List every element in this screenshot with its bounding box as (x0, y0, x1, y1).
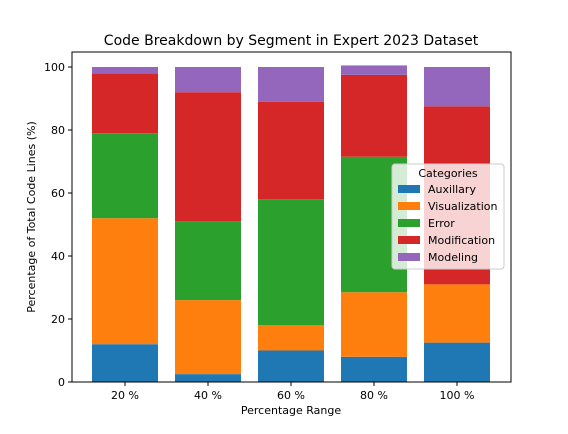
legend-label-modification: Modification (428, 234, 495, 247)
bar-visualization-5 (424, 284, 490, 343)
legend-label-auxillary: Auxillary (428, 183, 476, 196)
legend-label-modeling: Modeling (428, 251, 478, 264)
y-tick-label: 60 (51, 187, 65, 200)
y-tick-label: 100 (44, 61, 65, 74)
y-tick-label: 40 (51, 250, 65, 263)
bar-auxillary-5 (424, 342, 490, 382)
bar-modeling-5 (424, 67, 490, 107)
bar-modification-4 (341, 74, 407, 157)
bar-auxillary-3 (258, 350, 324, 382)
bar-error-2 (175, 221, 241, 301)
bar-auxillary-4 (341, 356, 407, 382)
legend-swatch-visualization (398, 202, 420, 210)
x-tick-label: 60 % (277, 389, 305, 402)
legend-label-visualization: Visualization (428, 200, 498, 213)
bar-modeling-1 (92, 67, 158, 74)
bars-layer (92, 65, 490, 382)
legend-swatch-modeling (398, 253, 420, 261)
legend-swatch-modification (398, 236, 420, 244)
bar-visualization-4 (341, 292, 407, 357)
bar-modification-1 (92, 73, 158, 134)
bar-modeling-2 (175, 67, 241, 93)
bar-error-3 (258, 199, 324, 326)
x-tick-label: 40 % (194, 389, 222, 402)
y-tick-label: 80 (51, 124, 65, 137)
bar-visualization-1 (92, 218, 158, 345)
bar-auxillary-2 (175, 374, 241, 382)
bar-visualization-2 (175, 300, 241, 375)
bar-modeling-4 (341, 65, 407, 75)
bar-modification-2 (175, 92, 241, 222)
x-axis: 20 % 40 % 60 % 80 % 100 % (111, 382, 474, 402)
y-axis-label: Percentage of Total Code Lines (%) (25, 121, 38, 313)
x-tick-label: 20 % (111, 389, 139, 402)
x-axis-label: Percentage Range (241, 404, 341, 417)
chart-title: Code Breakdown by Segment in Expert 2023… (104, 33, 479, 49)
y-axis: 0 20 40 60 80 100 (44, 61, 72, 389)
x-tick-label: 80 % (360, 389, 388, 402)
legend-swatch-auxillary (398, 185, 420, 193)
legend: Categories Auxillary Visualization Error Mo… (391, 163, 505, 270)
x-tick-label: 100 % (440, 389, 475, 402)
bar-modeling-3 (258, 67, 324, 102)
legend-swatch-error (398, 219, 420, 227)
bar-error-1 (92, 133, 158, 219)
bar-visualization-3 (258, 325, 324, 351)
legend-label-error: Error (428, 217, 455, 230)
y-tick-label: 20 (51, 313, 65, 326)
y-tick-label: 0 (58, 376, 65, 389)
bar-modification-3 (258, 101, 324, 200)
legend-title: Categories (418, 167, 478, 180)
bar-auxillary-1 (92, 344, 158, 382)
